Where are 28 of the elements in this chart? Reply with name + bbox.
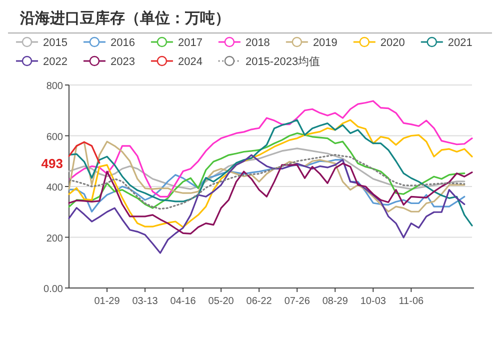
x-tick-label: 06-22	[246, 296, 272, 307]
y-tick-label: 800	[46, 81, 64, 92]
x-tick-label: 08-29	[322, 296, 348, 307]
legend-label: 2020	[380, 37, 405, 49]
y-tick-label: 600	[46, 132, 64, 143]
y-tick-label: 0.00	[44, 284, 64, 295]
y-tick-label: 400	[46, 182, 64, 194]
title: 沿海进口豆库存（单位：万吨）	[20, 11, 230, 27]
legend-label: 2016	[110, 37, 135, 49]
legend-label: 2017	[178, 37, 202, 49]
legend-label: 2023	[110, 56, 135, 68]
x-tick-label: 10-03	[360, 296, 386, 307]
legend-label: 2015	[43, 37, 68, 49]
y-tick-label: 200	[46, 233, 64, 244]
annotation: 493	[41, 156, 63, 171]
legend-label: 2021	[448, 37, 472, 49]
legend-label: 2015-2023均值	[245, 56, 320, 68]
legend-label: 2022	[43, 56, 68, 68]
x-tick-label: 07-26	[284, 296, 310, 307]
legend-label: 2018	[245, 37, 270, 49]
x-tick-label: 01-29	[94, 296, 120, 307]
x-tick-label: 03-13	[132, 296, 158, 307]
x-tick-label: 11-06	[398, 296, 424, 307]
x-tick-label: 05-20	[208, 296, 234, 307]
x-tick-label: 04-16	[170, 296, 196, 307]
legend-label: 2019	[312, 37, 338, 49]
annotation: 493	[35, 154, 66, 171]
legend-label: 2024	[178, 56, 202, 68]
